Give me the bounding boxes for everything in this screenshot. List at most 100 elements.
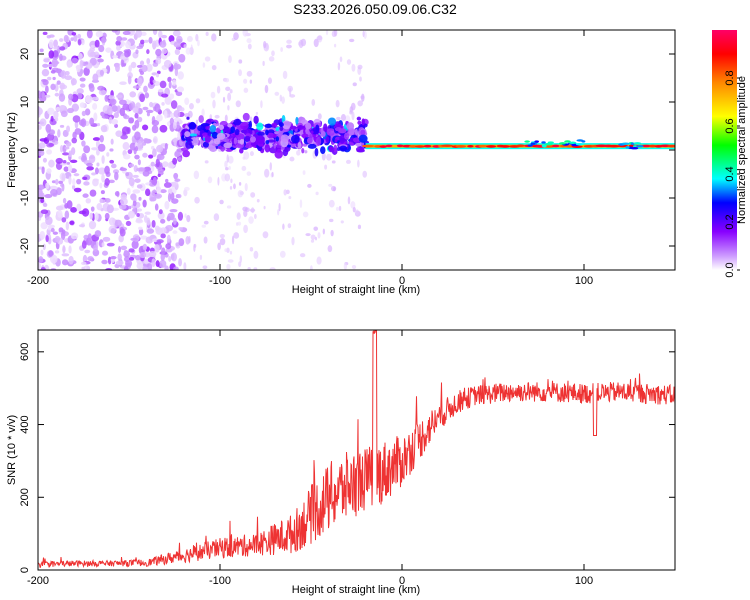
spectrogram-blob — [84, 108, 91, 116]
spectrogram-blob — [145, 109, 154, 114]
spectrogram-blob — [84, 249, 91, 254]
spectrogram-blob — [74, 120, 79, 129]
spectrogram-blob — [320, 130, 326, 137]
spectrogram-blob — [354, 128, 358, 136]
spectrogram-blob — [264, 84, 269, 94]
spectrogram-blob — [139, 93, 146, 103]
spectrogram-blob — [50, 83, 56, 90]
spectrogram-blob — [140, 235, 148, 240]
spectrogram-blob — [110, 138, 114, 145]
spectrogram-blob — [73, 34, 78, 42]
spectrogram-blob — [178, 227, 183, 231]
spectrogram-blob — [267, 77, 273, 84]
spectrogram-blob — [250, 136, 256, 143]
spectrogram-blob — [104, 198, 111, 203]
spectrogram-blob — [38, 125, 42, 130]
x-tick-label: -100 — [209, 275, 231, 287]
spectrogram-blob — [62, 144, 67, 153]
spectrogram-blob — [126, 187, 131, 195]
spectrogram-blob — [55, 106, 61, 112]
snr-y-label: SNR (10 * v/v) — [6, 415, 18, 485]
spectrogram-blob — [66, 61, 72, 68]
spectrogram-blob — [64, 202, 69, 209]
carrier-line-segment — [486, 145, 497, 148]
spectrogram-blob — [130, 237, 138, 242]
spectrogram-blob — [141, 64, 148, 73]
spectrogram-blob — [70, 206, 78, 213]
spectrogram-blob — [242, 112, 250, 121]
spectrogram-blob — [299, 199, 303, 208]
spectrogram-blob — [239, 255, 243, 264]
spectrogram-blob — [211, 131, 219, 139]
spectrogram-blob — [114, 123, 119, 129]
carrier-line-segment — [648, 144, 657, 148]
carrier-line-segment — [551, 144, 560, 148]
spectrogram-blob — [238, 69, 242, 77]
spectrogram-blob — [161, 48, 168, 55]
spectrogram-blob — [128, 102, 134, 111]
spectrogram-blob — [156, 239, 164, 244]
spectrogram-blob — [83, 67, 90, 76]
carrier-cluster-blob — [530, 142, 536, 145]
spectrogram-blob — [116, 35, 123, 42]
snr-frame — [37, 329, 676, 571]
carrier-line-segment — [500, 145, 510, 148]
spectrogram-blob — [203, 236, 208, 244]
spectrogram-blob — [124, 50, 130, 58]
spectrogram-blob — [217, 242, 221, 251]
spectrogram-blob — [173, 266, 179, 270]
carrier-line-segment — [362, 144, 374, 148]
spectrogram-blob — [297, 141, 302, 149]
spectrogram-blob — [321, 152, 326, 161]
spectrogram-blob — [222, 138, 230, 143]
spectrogram-blob — [195, 33, 199, 42]
spectrogram-blob — [172, 30, 181, 37]
snr-series-line — [38, 330, 675, 569]
spectrogram-blob — [96, 162, 100, 167]
spectrogram-blob — [172, 121, 177, 130]
spectrogram-blob — [134, 154, 140, 160]
spectrogram-blob — [91, 172, 97, 176]
spectrogram-blob — [148, 154, 154, 159]
spectrogram-blob — [138, 226, 143, 231]
spectrogram-blob — [43, 58, 50, 63]
spectrogram-blob — [154, 103, 161, 113]
spectrogram-blob — [139, 70, 145, 75]
carrier-line-segment — [467, 144, 474, 148]
carrier-line-segment — [396, 144, 404, 148]
spectrogram-blob — [152, 79, 156, 84]
spectrogram-blob — [156, 186, 162, 194]
spectrogram-blob — [68, 176, 72, 185]
spectrogram-blob — [38, 142, 46, 149]
spectrogram-blob — [149, 101, 154, 108]
carrier-cluster-blob — [621, 142, 630, 145]
spectrogram-blob — [326, 153, 332, 161]
spectrogram-blob — [171, 252, 177, 262]
spectrogram-blob — [79, 68, 84, 75]
spectrogram-blob — [228, 55, 232, 63]
spectrogram-blob — [70, 232, 79, 240]
spectrogram-blob — [278, 202, 281, 212]
spectrogram-blob — [118, 234, 124, 243]
spectrogram-blob — [339, 145, 348, 152]
spectrogram-blob — [279, 94, 283, 102]
spectrogram-blob — [120, 58, 125, 68]
spectrogram-blob — [79, 59, 84, 69]
spectrogram-blob — [71, 31, 77, 36]
spectrogram-blob — [139, 60, 145, 66]
spectrogram-blob — [70, 159, 78, 164]
spectrogram-blob — [114, 191, 120, 197]
spectrogram-blob — [128, 177, 135, 187]
spectrogram-blob — [134, 254, 141, 261]
spectrogram-blob — [211, 65, 217, 71]
spectrogram-blob — [130, 61, 137, 69]
spectrogram-blob — [331, 160, 336, 164]
spectrogram-blob — [109, 148, 114, 152]
spectrogram-blob — [81, 261, 87, 266]
spectrogram-blob — [96, 203, 103, 211]
spectrogram-blob — [123, 153, 131, 160]
spectrogram-blob — [213, 213, 220, 221]
spectrogram-blob — [73, 187, 82, 193]
spectrogram-blob — [54, 92, 60, 97]
spectrogram-blob — [238, 59, 243, 64]
